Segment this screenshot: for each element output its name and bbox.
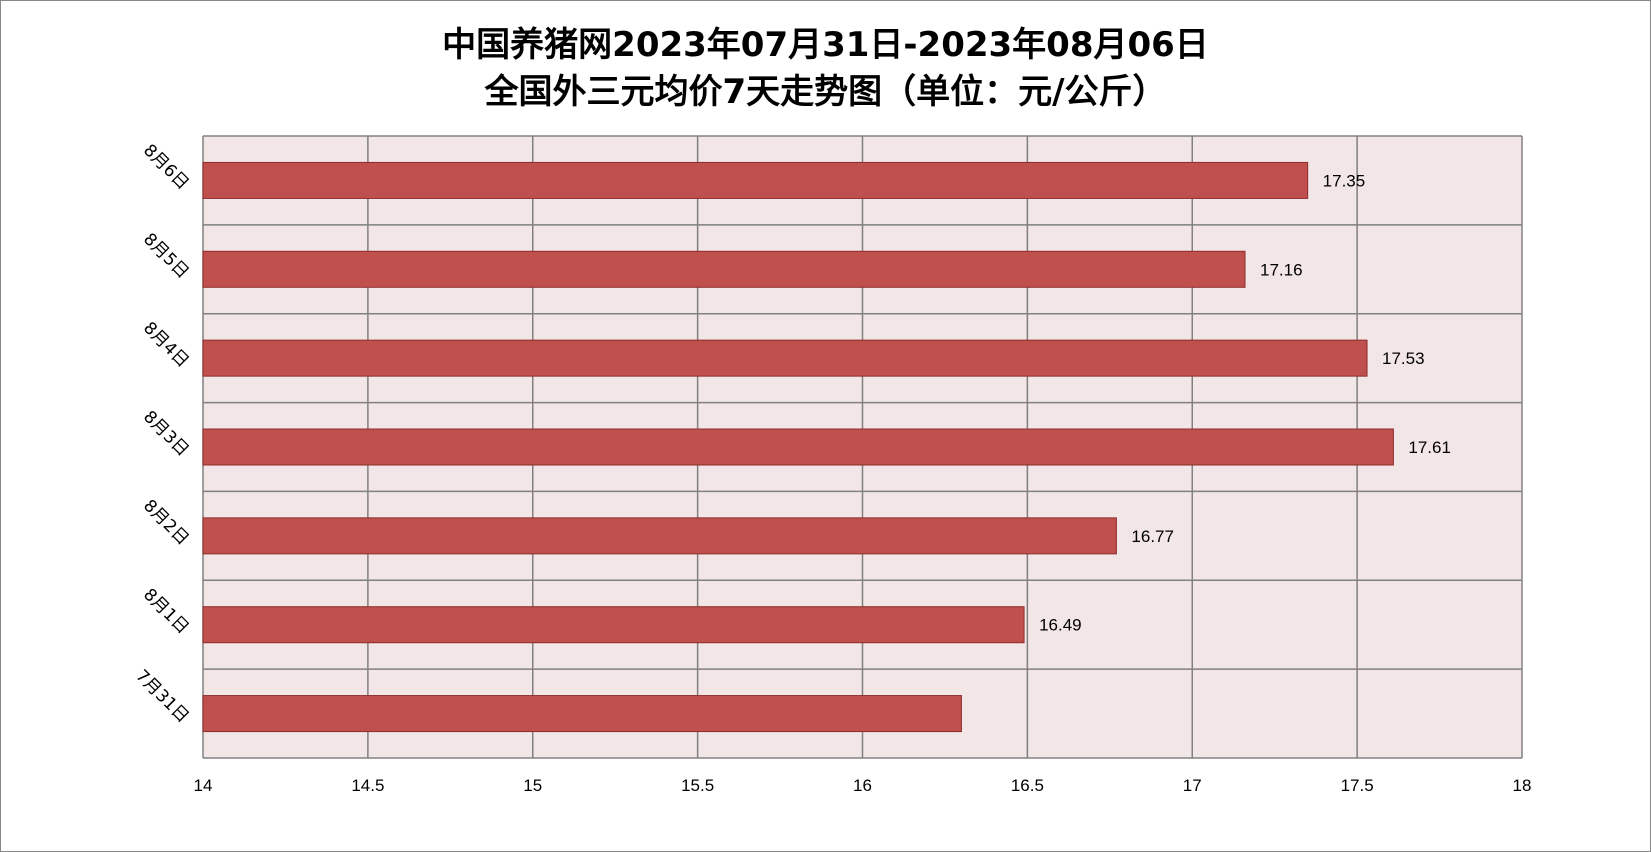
- x-tick-label-8: 17.5: [1341, 776, 1374, 795]
- chart-title-line-1: 中国养猪网2023年07月31日-2023年08月06日: [442, 25, 1209, 65]
- chart-title-line-2: 全国外三元均价7天走势图（单位：元/公斤）: [484, 72, 1167, 112]
- x-tick-label-5: 16: [853, 776, 872, 795]
- x-axis-ticks: 14 14.5 15 15.5 16 16.5 17 17.5 18: [194, 776, 1532, 795]
- x-tick-label-9: 18: [1513, 776, 1532, 795]
- x-tick-label-2: 14.5: [351, 776, 384, 795]
- category-label-2: 8月1日: [139, 585, 192, 638]
- category-label-4: 8月3日: [139, 407, 192, 460]
- x-tick-label-3: 15: [523, 776, 542, 795]
- data-labels: 16.49 16.77 17.61 17.53 17.16 17.35: [1039, 171, 1451, 634]
- x-tick-label-7: 17: [1183, 776, 1202, 795]
- x-tick-label-1: 14: [194, 776, 213, 795]
- bar-6: [202, 250, 1246, 288]
- x-tick-label-4: 15.5: [681, 776, 714, 795]
- bar-1: [202, 695, 962, 733]
- x-tick-label-6: 16.5: [1011, 776, 1044, 795]
- data-label-7: 17.35: [1323, 171, 1366, 190]
- category-label-6: 8月5日: [139, 229, 192, 282]
- data-label-6: 17.16: [1260, 260, 1303, 279]
- data-label-3: 16.77: [1131, 527, 1174, 546]
- data-label-5: 17.53: [1382, 349, 1425, 368]
- bar-3: [202, 517, 1117, 555]
- category-label-5: 8月4日: [139, 318, 192, 371]
- data-label-2: 16.49: [1039, 616, 1082, 635]
- bar-5: [202, 339, 1368, 377]
- bar-7: [202, 161, 1309, 199]
- category-label-1: 7月31日: [131, 666, 192, 727]
- category-label-3: 8月2日: [139, 496, 192, 549]
- y-axis-categories: 7月31日 8月1日 8月2日 8月3日 8月4日 8月5日 8月6日: [131, 140, 192, 727]
- data-label-4: 17.61: [1408, 438, 1451, 457]
- bar-4: [202, 428, 1394, 466]
- category-label-7: 8月6日: [139, 140, 192, 193]
- bars: [202, 161, 1394, 733]
- bar-2: [202, 606, 1025, 644]
